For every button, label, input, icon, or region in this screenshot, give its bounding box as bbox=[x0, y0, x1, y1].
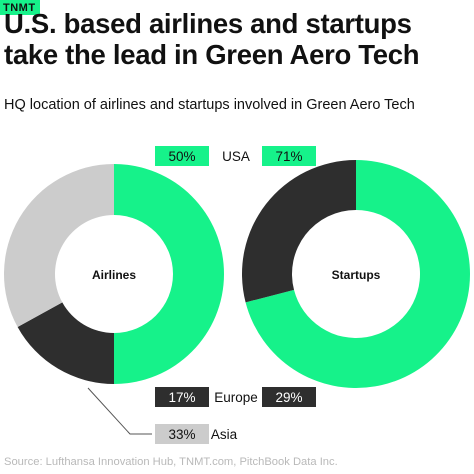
airlines-center-label: Airlines bbox=[92, 268, 136, 282]
airlines-usa-value-label: 50% bbox=[168, 149, 195, 164]
startups-europe-slice bbox=[241, 160, 356, 303]
airlines-europe-label-box bbox=[155, 387, 209, 407]
chart-title: U.S. based airlines and startups take th… bbox=[4, 8, 420, 70]
startups-center-label: Startups bbox=[332, 268, 381, 282]
airlines-asia-value-label: 33% bbox=[168, 427, 195, 442]
airlines-usa-slice bbox=[114, 164, 225, 384]
chart-subtitle: HQ location of airlines and startups inv… bbox=[4, 97, 415, 113]
airlines-usa-label-box bbox=[155, 146, 209, 166]
startups-europe-label-box bbox=[262, 387, 316, 407]
startups-usa-label-box bbox=[262, 146, 316, 166]
category-label-usa: USA bbox=[222, 149, 250, 164]
source-note: Source: Lufthansa Innovation Hub, TNMT.c… bbox=[4, 456, 338, 468]
airlines-europe-value-label: 17% bbox=[168, 390, 195, 405]
category-label-europe: Europe bbox=[214, 390, 258, 405]
startups-usa-slice bbox=[245, 160, 470, 388]
leader-line-asia bbox=[87, 387, 152, 435]
airlines-asia-slice bbox=[4, 164, 114, 327]
startups-usa-value-label: 71% bbox=[275, 149, 302, 164]
category-label-asia: Asia bbox=[211, 427, 238, 442]
brand-logo: TNMT bbox=[0, 0, 40, 15]
airlines-europe-slice bbox=[17, 302, 114, 384]
startups-europe-value-label: 29% bbox=[275, 390, 302, 405]
airlines-asia-label-box bbox=[155, 424, 209, 444]
